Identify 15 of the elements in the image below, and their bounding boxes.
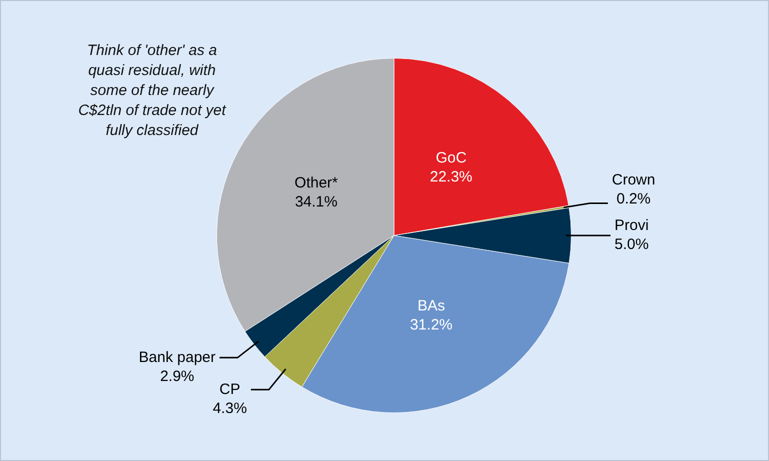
data-label: 4.3% [212,400,247,417]
slice-label: GoC [436,149,467,166]
slice-label: Crown [612,171,656,188]
data-label: 5.0% [614,236,649,254]
data-label: 2.9% [160,368,194,385]
data-label: 34.1% [294,194,338,211]
slice-label: CP [219,380,240,398]
slice-label: Bank paper [138,348,216,366]
data-label: 31.2% [410,316,453,334]
data-label: 22.3% [430,168,472,186]
data-label: 0.2% [616,190,651,208]
slice-label: Provi [614,217,649,234]
slice-label: BAs [417,298,445,315]
text: Think of 'other' as a quasi residual, with some of the nearly C$2tln of trade not yet fully classified [77,41,228,141]
slice-label: Other* [294,174,338,192]
